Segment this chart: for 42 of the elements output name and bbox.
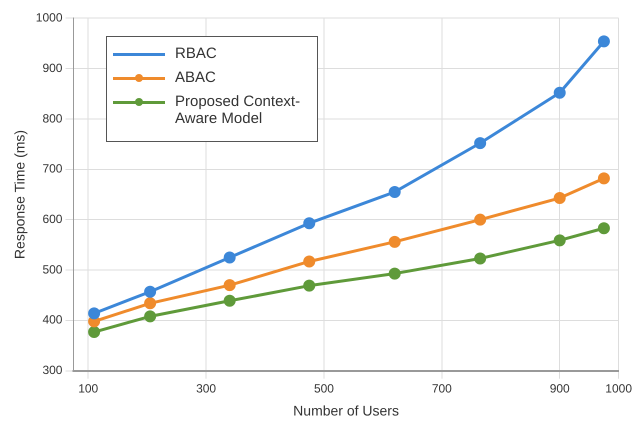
point [554,86,566,99]
point [474,214,486,226]
point [474,252,486,264]
point [88,326,100,338]
legend-label: Proposed Context-Aware Model [175,93,302,127]
y-tick-label: 800 [42,111,63,126]
point [224,294,236,307]
point [598,172,610,184]
point [303,280,316,292]
x-tick-label: 700 [432,381,452,396]
point [144,297,156,310]
point [388,236,401,248]
x-tick-label: 500 [314,381,334,396]
point [224,251,236,264]
point [144,286,156,298]
x-tick-label: 300 [196,381,216,396]
point [144,310,156,322]
y-tick-label: 500 [42,262,63,276]
point [598,222,610,234]
point [474,137,486,150]
y-tick-label: 1000 [36,10,63,25]
point [224,279,236,292]
y-tick-label: 300 [42,363,63,378]
point [88,307,100,320]
point [388,268,401,280]
point [554,192,566,204]
point [598,35,610,48]
x-tick-label: 1000 [605,381,632,396]
legend-label: RBAC [175,45,217,62]
y-tick-label: 700 [42,162,63,176]
legend-label: ABAC [175,69,216,86]
point [554,234,566,246]
point [388,186,401,198]
y-tick-label: 600 [42,212,63,226]
x-tick-label: 900 [550,381,570,396]
x-axis-title: Number of Users [293,402,399,418]
y-tick-label: 900 [42,60,63,75]
point [303,217,316,230]
point [303,255,316,268]
x-tick-label: 100 [78,381,99,396]
y-axis-title: Response Time (ms) [11,130,28,260]
y-tick-label: 400 [42,312,63,327]
